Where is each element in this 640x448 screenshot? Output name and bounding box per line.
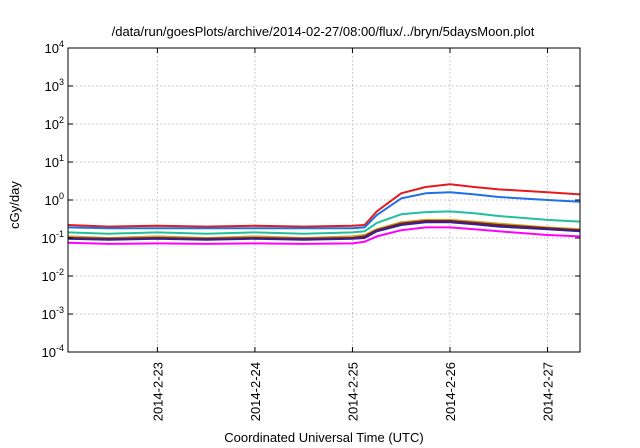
- series-line-6: [67, 221, 581, 241]
- tick-group: 10-4 10-3 10-2 10-1 100 101 102 103 104 2014-2-23…: [42, 39, 580, 421]
- series-group: [67, 183, 581, 245]
- series-line-1: [67, 183, 581, 228]
- chart-title: /data/run/goesPlots/archive/2014-02-27/0…: [112, 24, 535, 39]
- y-tick-label: 102: [45, 115, 64, 132]
- series-line-4: [67, 218, 581, 239]
- y-tick-label: 101: [45, 153, 64, 170]
- y-tick-label: 10-1: [42, 229, 64, 246]
- x-tick-label: 2014-2-25: [345, 362, 360, 421]
- y-tick-label: 100: [45, 191, 64, 208]
- x-axis-label: Coordinated Universal Time (UTC): [224, 430, 423, 445]
- x-tick-label: 2014-2-23: [150, 362, 165, 421]
- x-tick-label: 2014-2-27: [540, 362, 555, 421]
- x-tick-label: 2014-2-26: [443, 362, 458, 421]
- y-tick-label: 10-4: [42, 343, 64, 360]
- series-line-2: [67, 191, 581, 230]
- y-axis-label: cGy/day: [7, 181, 22, 229]
- series-line-7: [67, 226, 581, 245]
- y-tick-label: 104: [45, 39, 64, 56]
- y-tick-label: 103: [45, 77, 64, 94]
- x-tick-label: 2014-2-24: [248, 362, 263, 421]
- y-tick-label: 10-2: [42, 267, 64, 284]
- y-tick-label: 10-3: [42, 305, 64, 322]
- series-line-3: [67, 210, 581, 235]
- grid: [68, 48, 580, 352]
